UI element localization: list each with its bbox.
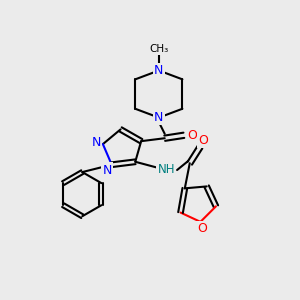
- Text: O: O: [197, 222, 207, 235]
- Text: N: N: [103, 164, 112, 176]
- Text: N: N: [154, 64, 164, 77]
- Text: CH₃: CH₃: [149, 44, 169, 54]
- Text: N: N: [154, 111, 164, 124]
- Text: O: O: [187, 129, 197, 142]
- Text: N: N: [92, 136, 101, 149]
- Text: NH: NH: [158, 163, 175, 176]
- Text: O: O: [198, 134, 208, 147]
